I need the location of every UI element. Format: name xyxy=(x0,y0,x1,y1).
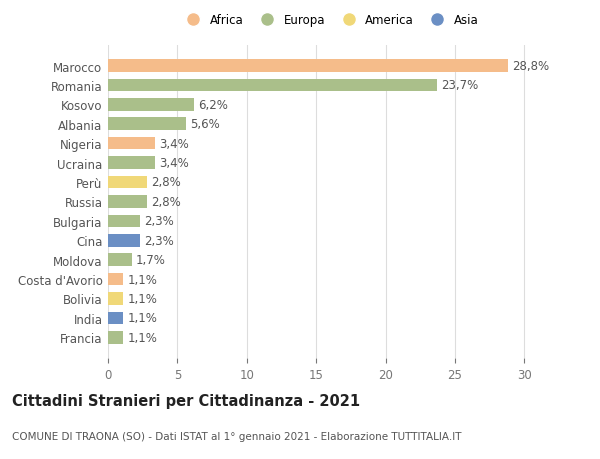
Text: 3,4%: 3,4% xyxy=(160,157,189,170)
Bar xyxy=(108,215,140,228)
Bar xyxy=(108,79,437,92)
Bar xyxy=(108,331,123,344)
Bar xyxy=(108,235,140,247)
Bar xyxy=(108,254,131,266)
Legend: Africa, Europa, America, Asia: Africa, Europa, America, Asia xyxy=(181,14,479,27)
Bar xyxy=(108,99,194,112)
Text: 1,1%: 1,1% xyxy=(127,292,157,305)
Text: 2,3%: 2,3% xyxy=(144,234,174,247)
Text: Cittadini Stranieri per Cittadinanza - 2021: Cittadini Stranieri per Cittadinanza - 2… xyxy=(12,393,360,409)
Text: 3,4%: 3,4% xyxy=(160,137,189,151)
Text: 6,2%: 6,2% xyxy=(198,99,228,112)
Bar xyxy=(108,312,123,325)
Bar xyxy=(108,118,186,131)
Bar xyxy=(108,273,123,286)
Bar xyxy=(108,60,508,73)
Bar xyxy=(108,196,147,208)
Text: 2,8%: 2,8% xyxy=(151,176,181,189)
Text: 5,6%: 5,6% xyxy=(190,118,220,131)
Text: COMUNE DI TRAONA (SO) - Dati ISTAT al 1° gennaio 2021 - Elaborazione TUTTITALIA.: COMUNE DI TRAONA (SO) - Dati ISTAT al 1°… xyxy=(12,431,461,441)
Text: 2,3%: 2,3% xyxy=(144,215,174,228)
Text: 1,7%: 1,7% xyxy=(136,253,166,267)
Text: 28,8%: 28,8% xyxy=(512,60,549,73)
Text: 23,7%: 23,7% xyxy=(441,79,478,92)
Bar xyxy=(108,292,123,305)
Bar xyxy=(108,176,147,189)
Bar xyxy=(108,157,155,169)
Text: 1,1%: 1,1% xyxy=(127,331,157,344)
Text: 2,8%: 2,8% xyxy=(151,196,181,208)
Text: 1,1%: 1,1% xyxy=(127,312,157,325)
Text: 1,1%: 1,1% xyxy=(127,273,157,286)
Bar xyxy=(108,138,155,150)
